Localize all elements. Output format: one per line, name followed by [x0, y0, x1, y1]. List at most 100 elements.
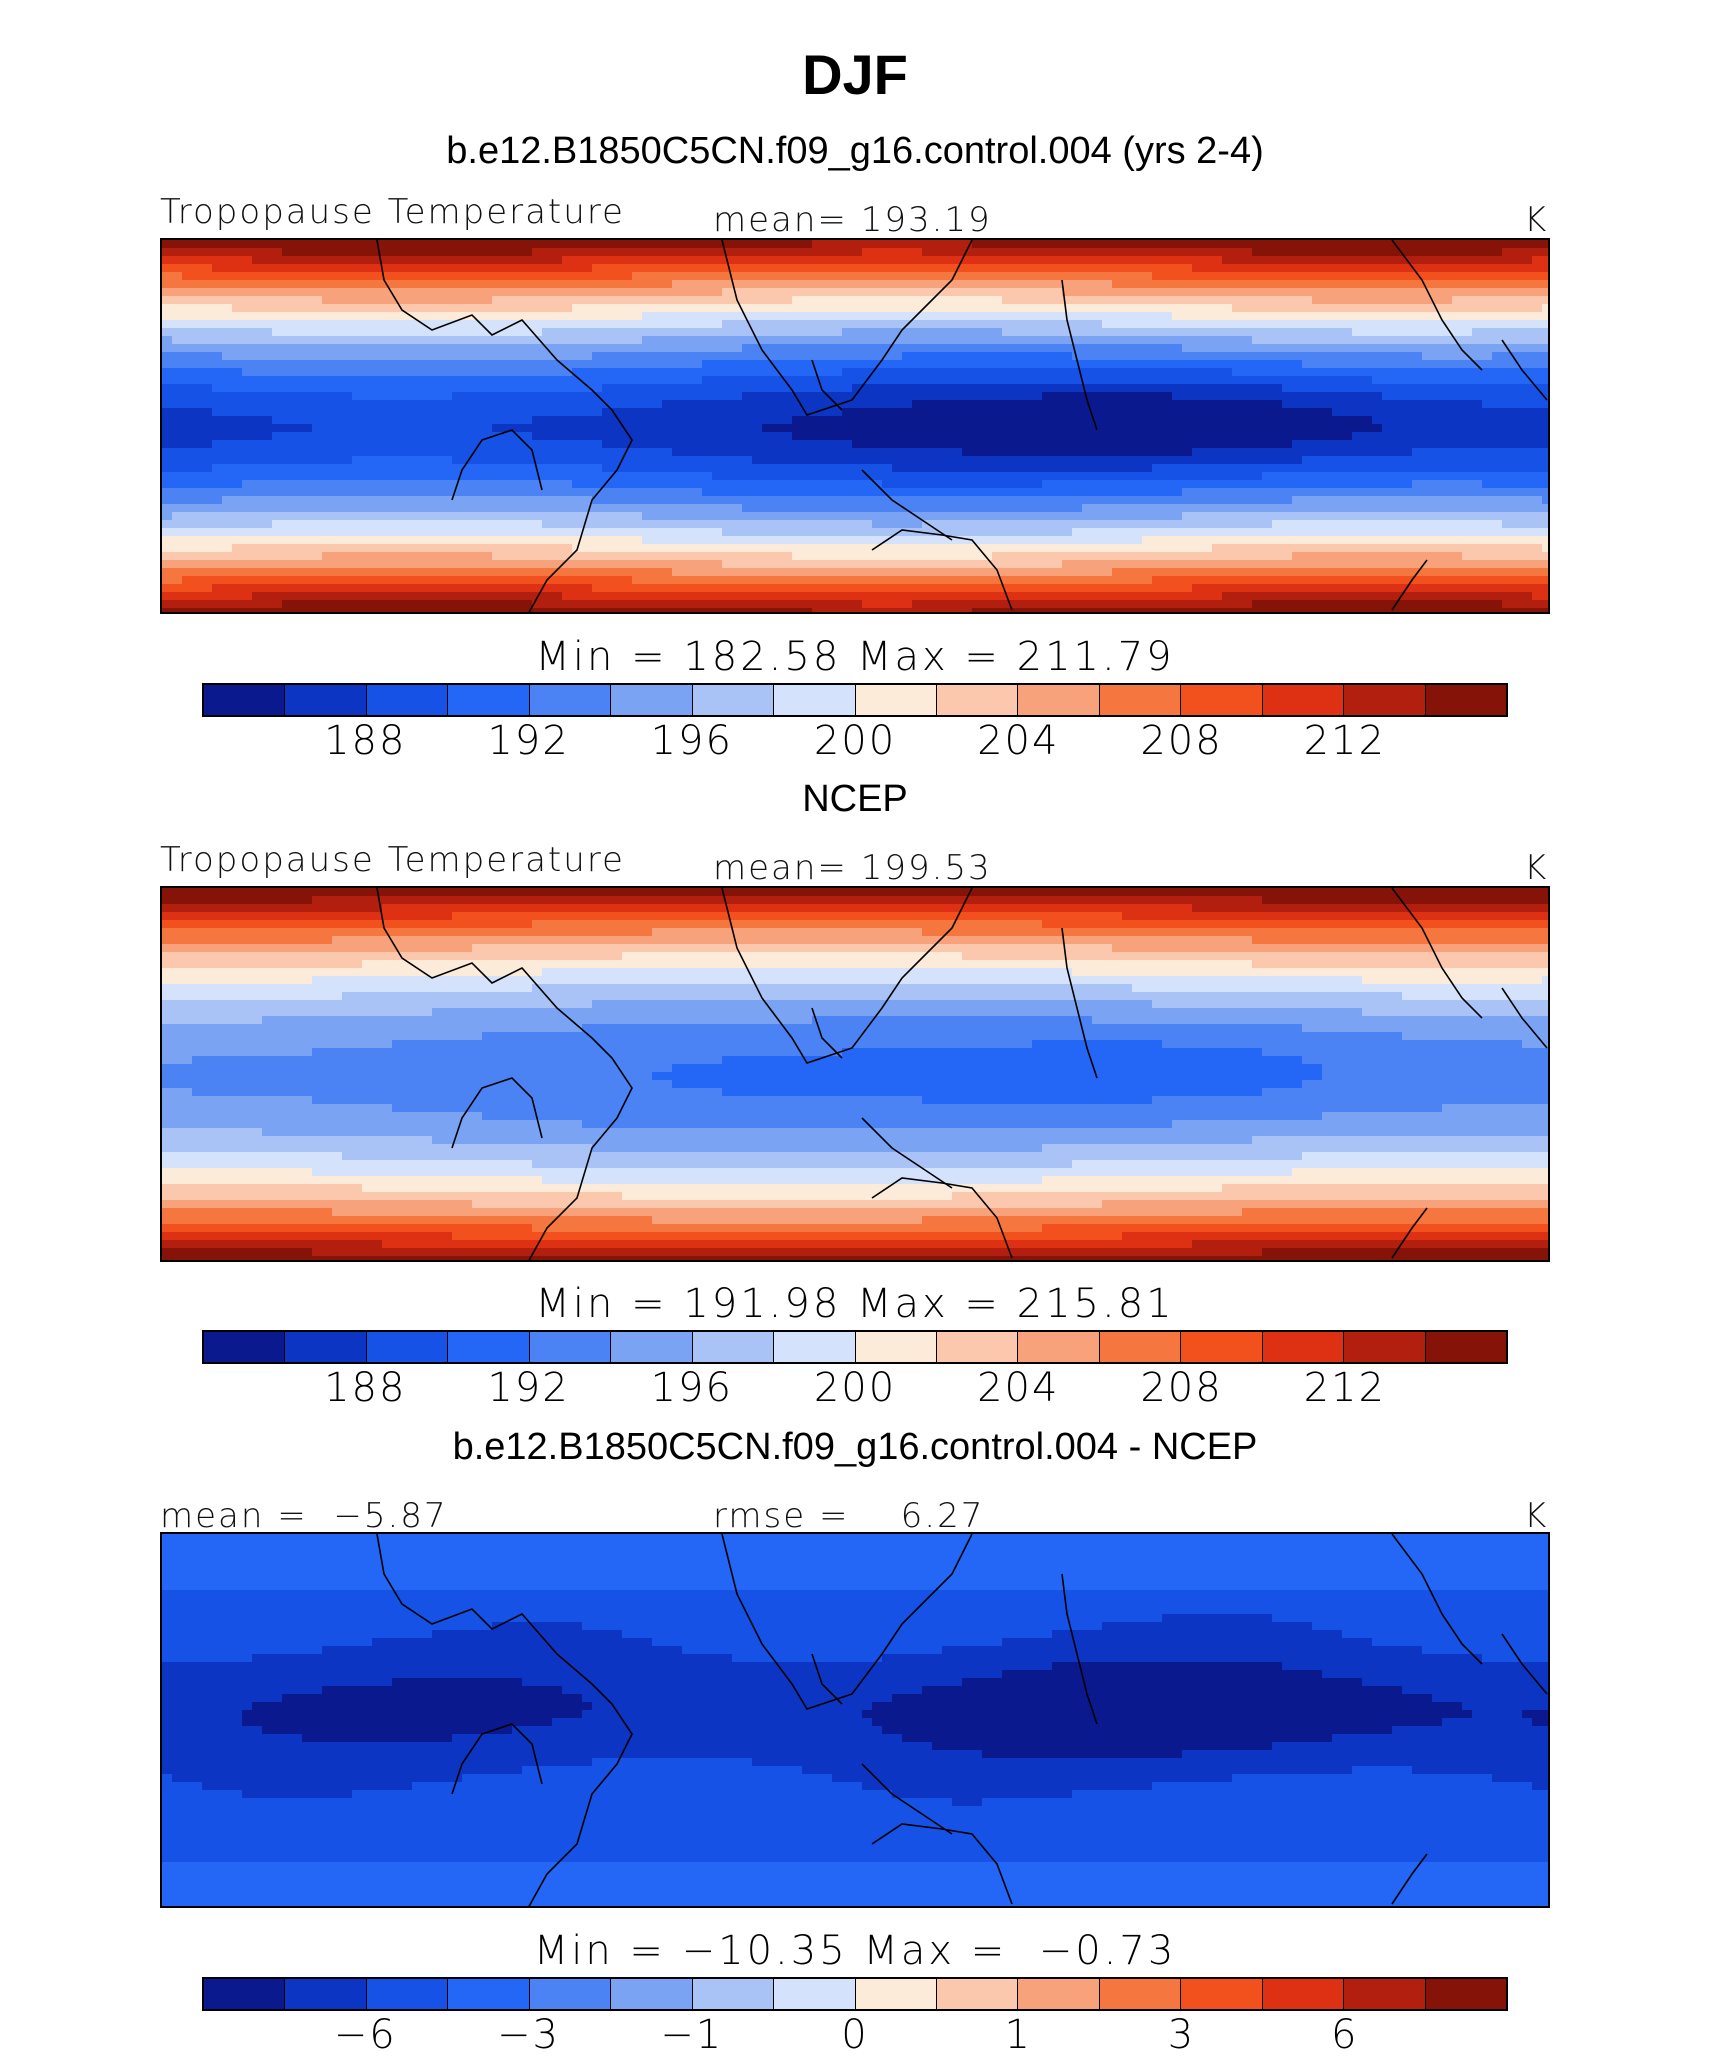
panel-1-title: b.e12.B1850C5CN.f09_g16.control.004 (yrs…	[446, 130, 1264, 172]
colorbar-tick-label: 1	[1004, 2012, 1032, 2058]
panel-2-title: NCEP	[802, 778, 908, 820]
colorbar-tick-label: 0	[841, 2012, 869, 2058]
panel-2-mean-label: mean= 199.53	[713, 848, 992, 888]
coastline	[376, 888, 633, 1260]
colorbar-tick-label: 196	[650, 1365, 733, 1411]
colorbar-box	[448, 1979, 530, 2009]
coastline	[721, 888, 973, 1064]
colorbar-box	[366, 685, 449, 715]
coastline	[871, 529, 1013, 611]
colorbar-box	[285, 1332, 367, 1362]
panel-3-map	[160, 1532, 1550, 1908]
coastline	[1391, 1853, 1428, 1905]
colorbar-box	[204, 685, 286, 715]
coastline	[376, 240, 633, 612]
colorbar-box	[1425, 1332, 1506, 1362]
panel-1-units: K	[1524, 200, 1549, 240]
colorbar-box	[204, 1332, 286, 1362]
colorbar-tick-label: −3	[497, 2012, 560, 2058]
panel-2-minmax: Min = 191.98 Max = 215.81	[535, 1281, 1175, 1327]
panel-3-minmax: Min = −10.35 Max = −0.73	[533, 1928, 1177, 1974]
panel-2-field	[162, 888, 1548, 1260]
figure-title: DJF	[802, 43, 908, 106]
panel-2-units: K	[1524, 848, 1549, 888]
colorbar-box	[855, 1979, 937, 2009]
colorbar-box	[1181, 1979, 1263, 2009]
panel-3-mean-label: mean = −5.87	[160, 1496, 448, 1536]
panel-2-colorbar-ticks: 188 192 196 200 204 208 212	[202, 1365, 1508, 1415]
coastline	[871, 1823, 1013, 1905]
colorbar-box	[529, 1979, 612, 2009]
panel-1-colorbar-ticks: 188 192 196 200 204 208 212	[202, 718, 1508, 768]
coastline	[1391, 1207, 1428, 1259]
coastline	[1501, 987, 1548, 1049]
colorbar-box	[285, 1979, 367, 2009]
coastline	[721, 1534, 973, 1710]
colorbar-box	[1262, 685, 1345, 715]
coastline	[1391, 559, 1428, 611]
colorbar-box	[855, 1332, 937, 1362]
coastline	[811, 1007, 843, 1059]
colorbar-tick-label: 204	[977, 1365, 1060, 1411]
colorbar-tick-label: 196	[650, 718, 733, 764]
colorbar-box	[774, 1979, 856, 2009]
coastline	[376, 1534, 633, 1906]
panel-2-variable-label: Tropopause Temperature	[160, 840, 625, 880]
colorbar-tick-label: 192	[487, 718, 570, 764]
colorbar-tick-label: 188	[324, 718, 407, 764]
coastline	[1061, 1573, 1098, 1725]
coastline	[451, 1723, 543, 1795]
colorbar-tick-label: 6	[1331, 2012, 1359, 2058]
coastline	[1501, 339, 1548, 401]
colorbar-box	[1099, 1332, 1182, 1362]
colorbar-box	[366, 1332, 449, 1362]
colorbar-box	[1099, 1979, 1182, 2009]
coastline	[1391, 240, 1483, 371]
panel-1-variable-label: Tropopause Temperature	[160, 192, 625, 232]
colorbar-tick-label: −6	[333, 2012, 397, 2058]
colorbar-box	[1181, 685, 1263, 715]
coastline	[451, 429, 543, 501]
colorbar-box	[692, 1332, 775, 1362]
colorbar-tick-label: −1	[660, 2012, 724, 2058]
panel-1-colorbar	[202, 683, 1508, 717]
colorbar-box	[611, 685, 693, 715]
colorbar-box	[529, 685, 612, 715]
colorbar-box	[774, 1332, 856, 1362]
colorbar-box	[1344, 685, 1426, 715]
colorbar-tick-label: 208	[1140, 1365, 1223, 1411]
coastline	[871, 1177, 1013, 1259]
panel-2-colorbar	[202, 1330, 1508, 1364]
panel-1-map	[160, 238, 1550, 614]
colorbar-tick-label: 200	[813, 1365, 897, 1411]
colorbar-box	[1425, 1979, 1506, 2009]
colorbar-tick-label: 212	[1303, 718, 1386, 764]
colorbar-box	[1018, 1979, 1100, 2009]
colorbar-box	[1262, 1332, 1345, 1362]
panel-3-title: b.e12.B1850C5CN.f09_g16.control.004 - NC…	[452, 1426, 1258, 1468]
colorbar-box	[936, 685, 1019, 715]
panel-1-mean-label: mean= 193.19	[713, 200, 992, 240]
colorbar-tick-label: 208	[1140, 718, 1223, 764]
colorbar-tick-label: 212	[1303, 1365, 1386, 1411]
coastline	[861, 1117, 953, 1189]
panel-1-minmax: Min = 182.58 Max = 211.79	[535, 634, 1175, 680]
coastline	[811, 1653, 843, 1705]
colorbar-tick-label: 204	[977, 718, 1060, 764]
colorbar-box	[936, 1332, 1019, 1362]
coastline	[861, 469, 953, 541]
colorbar-box	[1181, 1332, 1263, 1362]
coastline	[811, 359, 843, 411]
colorbar-box	[285, 685, 367, 715]
colorbar-box	[774, 685, 856, 715]
colorbar-box	[448, 685, 530, 715]
coastline	[1061, 927, 1098, 1079]
coastline	[1391, 888, 1483, 1019]
panel-3-field	[162, 1534, 1548, 1906]
colorbar-box	[366, 1979, 449, 2009]
colorbar-box	[1344, 1979, 1426, 2009]
coastline	[721, 240, 973, 416]
coastline	[1391, 1534, 1483, 1665]
colorbar-box	[1018, 1332, 1100, 1362]
panel-2-map	[160, 886, 1550, 1262]
